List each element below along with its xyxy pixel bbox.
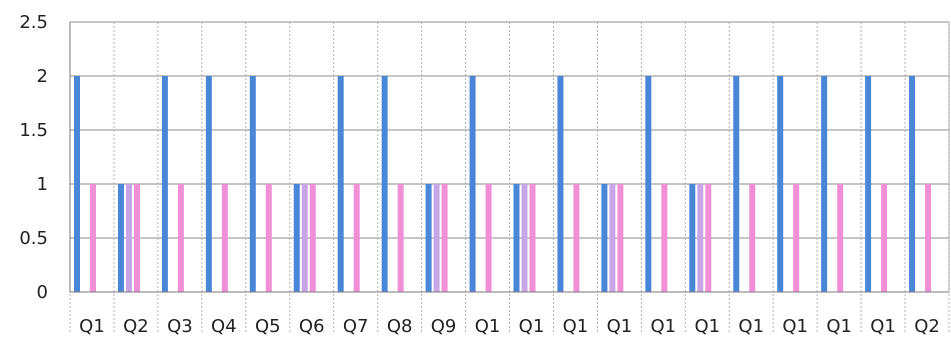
bar bbox=[821, 76, 828, 292]
bar bbox=[733, 76, 740, 292]
bar bbox=[661, 184, 668, 292]
bar bbox=[469, 76, 476, 292]
bar bbox=[309, 184, 316, 292]
bar bbox=[645, 76, 652, 292]
bar bbox=[485, 184, 492, 292]
x-tick-label: Q1 bbox=[563, 316, 589, 337]
x-tick-label: Q1 bbox=[607, 316, 633, 337]
bar bbox=[293, 184, 300, 292]
x-tick-label: Q1 bbox=[79, 316, 105, 337]
bar bbox=[513, 184, 520, 292]
y-tick-label: 0.5 bbox=[19, 228, 48, 249]
bar bbox=[573, 184, 580, 292]
bars-layer bbox=[74, 76, 932, 292]
bar bbox=[689, 184, 696, 292]
bar bbox=[117, 184, 124, 292]
bar bbox=[425, 184, 432, 292]
bar bbox=[697, 184, 704, 292]
y-tick-label: 1.5 bbox=[19, 120, 48, 141]
bar bbox=[777, 76, 784, 292]
bar bbox=[749, 184, 756, 292]
bar bbox=[353, 184, 360, 292]
bar bbox=[521, 184, 528, 292]
bar bbox=[205, 76, 212, 292]
x-tick-label: Q2 bbox=[914, 316, 940, 337]
bar bbox=[74, 76, 80, 292]
bar bbox=[601, 184, 608, 292]
x-tick-label: Q1 bbox=[694, 316, 720, 337]
bar bbox=[177, 184, 184, 292]
x-tick-label: Q1 bbox=[738, 316, 764, 337]
bar bbox=[265, 184, 272, 292]
bar bbox=[133, 184, 140, 292]
bar bbox=[865, 76, 872, 292]
bar bbox=[705, 184, 712, 292]
x-tick-label: Q1 bbox=[826, 316, 852, 337]
bar bbox=[909, 76, 916, 292]
bar bbox=[793, 184, 800, 292]
x-tick-label: Q8 bbox=[387, 316, 413, 337]
x-tick-label: Q2 bbox=[123, 316, 149, 337]
bar bbox=[837, 184, 844, 292]
x-tick-label: Q1 bbox=[651, 316, 677, 337]
bar bbox=[609, 184, 616, 292]
x-tick-label: Q4 bbox=[211, 316, 237, 337]
bar bbox=[125, 184, 132, 292]
bar bbox=[301, 184, 308, 292]
bar bbox=[337, 76, 344, 292]
bar bbox=[529, 184, 536, 292]
x-tick-label: Q9 bbox=[431, 316, 457, 337]
bar bbox=[433, 184, 440, 292]
x-tick-label: Q5 bbox=[255, 316, 281, 337]
x-tick-label: Q1 bbox=[519, 316, 545, 337]
x-tick-label: Q1 bbox=[870, 316, 896, 337]
bar bbox=[881, 184, 888, 292]
x-tick-label: Q1 bbox=[782, 316, 808, 337]
y-tick-label: 1 bbox=[37, 174, 48, 195]
y-tick-label: 2.5 bbox=[19, 12, 48, 33]
bar bbox=[397, 184, 404, 292]
y-tick-label: 0 bbox=[37, 282, 48, 303]
bar bbox=[221, 184, 228, 292]
bar bbox=[381, 76, 388, 292]
labels-layer: 0 0.5 1 1.5 2 2.5 Q1 Q2 Q3 Q4 Q5 Q6 Q7 Q8 Q9 Q1 Q1 Q1 Q1 Q1… bbox=[19, 12, 939, 337]
axis-layer bbox=[69, 22, 949, 293]
bar bbox=[557, 76, 564, 292]
x-tick-label: Q1 bbox=[475, 316, 501, 337]
grid-layer bbox=[69, 21, 950, 332]
y-tick-label: 2 bbox=[37, 66, 48, 87]
bar bbox=[441, 184, 448, 292]
x-tick-label: Q6 bbox=[299, 316, 325, 337]
bar bbox=[925, 184, 932, 292]
x-tick-label: Q7 bbox=[343, 316, 369, 337]
bar bbox=[617, 184, 624, 292]
bar bbox=[90, 184, 96, 292]
bar bbox=[249, 76, 256, 292]
bar bbox=[161, 76, 168, 292]
x-tick-label: Q3 bbox=[167, 316, 193, 337]
